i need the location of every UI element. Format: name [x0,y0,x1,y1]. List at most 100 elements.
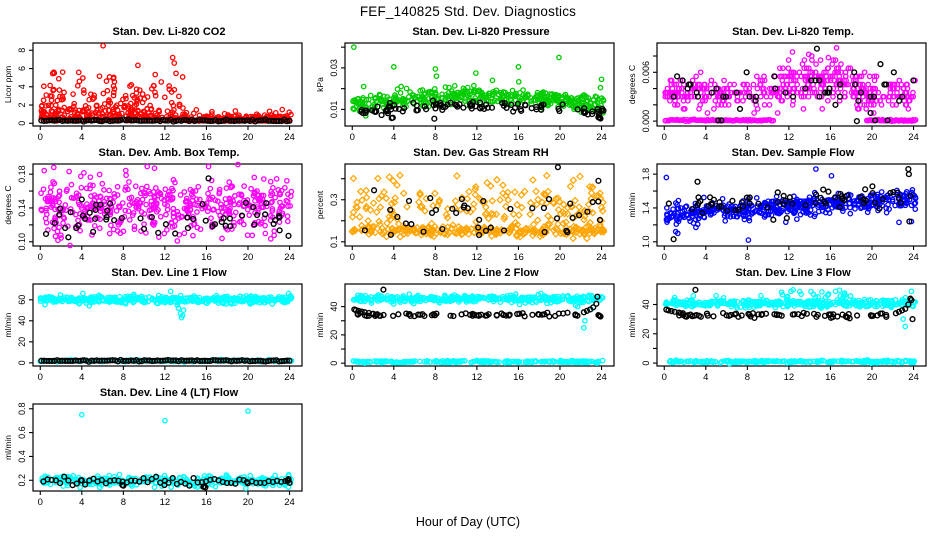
svg-text:12: 12 [784,132,795,143]
svg-text:16: 16 [201,132,212,143]
svg-text:12: 12 [160,372,171,383]
svg-text:ml/min: ml/min [627,192,637,217]
svg-text:20: 20 [243,252,254,263]
panel-amb-box-temp: Stan. Dev. Amb. Box Temp. 0 4 8 12 16 20 24 0.1… [0,145,312,265]
svg-text:0: 0 [662,132,667,143]
svg-text:24: 24 [908,372,919,383]
panel-title: Stan. Dev. Line 2 Flow [423,267,539,279]
svg-text:60: 60 [17,295,27,305]
svg-text:4: 4 [391,132,396,143]
svg-text:12: 12 [160,132,171,143]
svg-text:20: 20 [329,330,339,340]
panel-line4-lt-flow: Stan. Dev. Line 4 (LT) Flow 0 4 8 12 16 20 24 0… [0,385,312,510]
panel-sample-flow: Stan. Dev. Sample Flow 0 4 8 12 16 20 24 1.0 1.4… [624,145,936,265]
svg-text:0.006: 0.006 [641,61,651,84]
svg-text:ml/min: ml/min [315,312,325,337]
svg-text:0.18: 0.18 [17,165,27,183]
svg-text:12: 12 [784,372,795,383]
plot-area-line3-flow: 0 4 8 12 16 20 24 0 20 40 ml/min [627,283,927,383]
svg-text:8: 8 [433,252,438,263]
svg-text:1.0: 1.0 [641,236,651,249]
svg-text:4: 4 [703,372,708,383]
svg-text:16: 16 [513,372,524,383]
panel-title: Stan. Dev. Line 4 (LT) Flow [99,387,239,399]
svg-text:0.10: 0.10 [17,233,27,251]
svg-text:0.1: 0.1 [329,236,339,249]
svg-text:8: 8 [745,372,750,383]
svg-text:0: 0 [350,252,355,263]
plot-area-line2-flow: 0 4 8 12 16 20 24 0 20 40 ml/min [315,283,615,383]
svg-text:12: 12 [784,252,795,263]
panel-li820-co2: Stan. Dev. Li-820 CO2 0 4 8 12 16 20 24 0 2 4 6 8 Li… [0,24,312,145]
svg-text:4: 4 [703,132,708,143]
svg-text:degrees C: degrees C [3,185,13,224]
svg-text:8: 8 [121,132,126,143]
svg-text:20: 20 [555,132,566,143]
svg-text:20: 20 [641,329,651,339]
svg-text:24: 24 [284,252,295,263]
svg-text:ml/min: ml/min [627,312,637,337]
panel-li820-pressure: Stan. Dev. Li-820 Pressure 0 4 8 12 16 20 24 0.… [312,24,624,145]
svg-text:12: 12 [472,132,483,143]
plot-area-line1-flow: 0 4 8 12 16 20 24 0 20 40 60 ml/min [3,283,303,383]
svg-text:8: 8 [121,372,126,383]
svg-text:0: 0 [329,361,339,366]
svg-text:1.4: 1.4 [641,202,651,215]
svg-text:ml/min: ml/min [3,312,13,337]
panel-title: Stan. Dev. Li-820 Pressure [412,26,550,38]
svg-text:6: 6 [17,66,27,71]
svg-text:20: 20 [867,372,878,383]
panel-grid: Stan. Dev. Li-820 CO2 0 4 8 12 16 20 24 0 2 4 6 8 Li… [0,24,936,514]
svg-text:40: 40 [641,299,651,309]
svg-text:8: 8 [745,252,750,263]
panel-li820-temp: Stan. Dev. Li-820 Temp. 0 4 8 12 16 20 24 0.000… [624,24,936,145]
svg-text:8: 8 [745,132,750,143]
svg-text:0.000: 0.000 [641,110,651,133]
svg-text:20: 20 [17,337,27,347]
svg-text:4: 4 [79,252,84,263]
svg-text:0: 0 [641,361,651,366]
svg-text:20: 20 [243,132,254,143]
svg-text:0: 0 [350,372,355,383]
panel-title: Stan. Dev. Gas Stream RH [413,147,549,159]
svg-text:1.8: 1.8 [641,168,651,181]
svg-text:0.03: 0.03 [329,59,339,77]
svg-text:4: 4 [391,372,396,383]
panel-line3-flow: Stan. Dev. Line 3 Flow 0 4 8 12 16 20 24 0 20 40 m… [624,265,936,385]
svg-text:0: 0 [17,360,27,365]
plot-area-gas-stream-rh: 0 4 8 12 16 20 24 0.1 0.3 percent [315,163,615,263]
plot-area-sample-flow: 0 4 8 12 16 20 24 1.0 1.4 1.8 ml/min [627,163,927,263]
svg-text:Licor ppm: Licor ppm [3,66,13,103]
svg-text:8: 8 [17,48,27,53]
svg-text:16: 16 [201,372,212,383]
svg-text:0: 0 [350,132,355,143]
svg-text:20: 20 [243,372,254,383]
panel-line1-flow: Stan. Dev. Line 1 Flow 0 4 8 12 16 20 24 0 20 40 6… [0,265,312,385]
svg-text:12: 12 [472,372,483,383]
svg-text:0: 0 [38,372,43,383]
svg-text:40: 40 [17,316,27,326]
svg-text:4: 4 [79,132,84,143]
svg-text:24: 24 [908,132,919,143]
svg-text:percent: percent [315,190,325,219]
svg-text:20: 20 [867,132,878,143]
svg-text:0: 0 [662,252,667,263]
svg-text:4: 4 [703,252,708,263]
svg-text:12: 12 [472,252,483,263]
svg-text:degrees C: degrees C [627,65,637,104]
svg-text:16: 16 [513,252,524,263]
plot-area-li820-temp: 0 4 8 12 16 20 24 0.000 0.006 degrees C [627,42,927,143]
panel-title: Stan. Dev. Li-820 CO2 [112,26,226,38]
svg-text:2: 2 [17,103,27,108]
panel-line2-flow: Stan. Dev. Line 2 Flow 0 4 8 12 16 20 24 0 20 40 m… [312,265,624,385]
svg-text:0.3: 0.3 [329,193,339,206]
svg-text:20: 20 [555,252,566,263]
svg-text:20: 20 [867,252,878,263]
svg-text:0: 0 [662,372,667,383]
svg-text:8: 8 [121,252,126,263]
panel-gas-stream-rh: Stan. Dev. Gas Stream RH 0 4 8 12 16 20 24 0.1 0… [312,145,624,265]
svg-text:16: 16 [513,132,524,143]
figure-title: FEF_140825 Std. Dev. Diagnostics [359,4,577,19]
